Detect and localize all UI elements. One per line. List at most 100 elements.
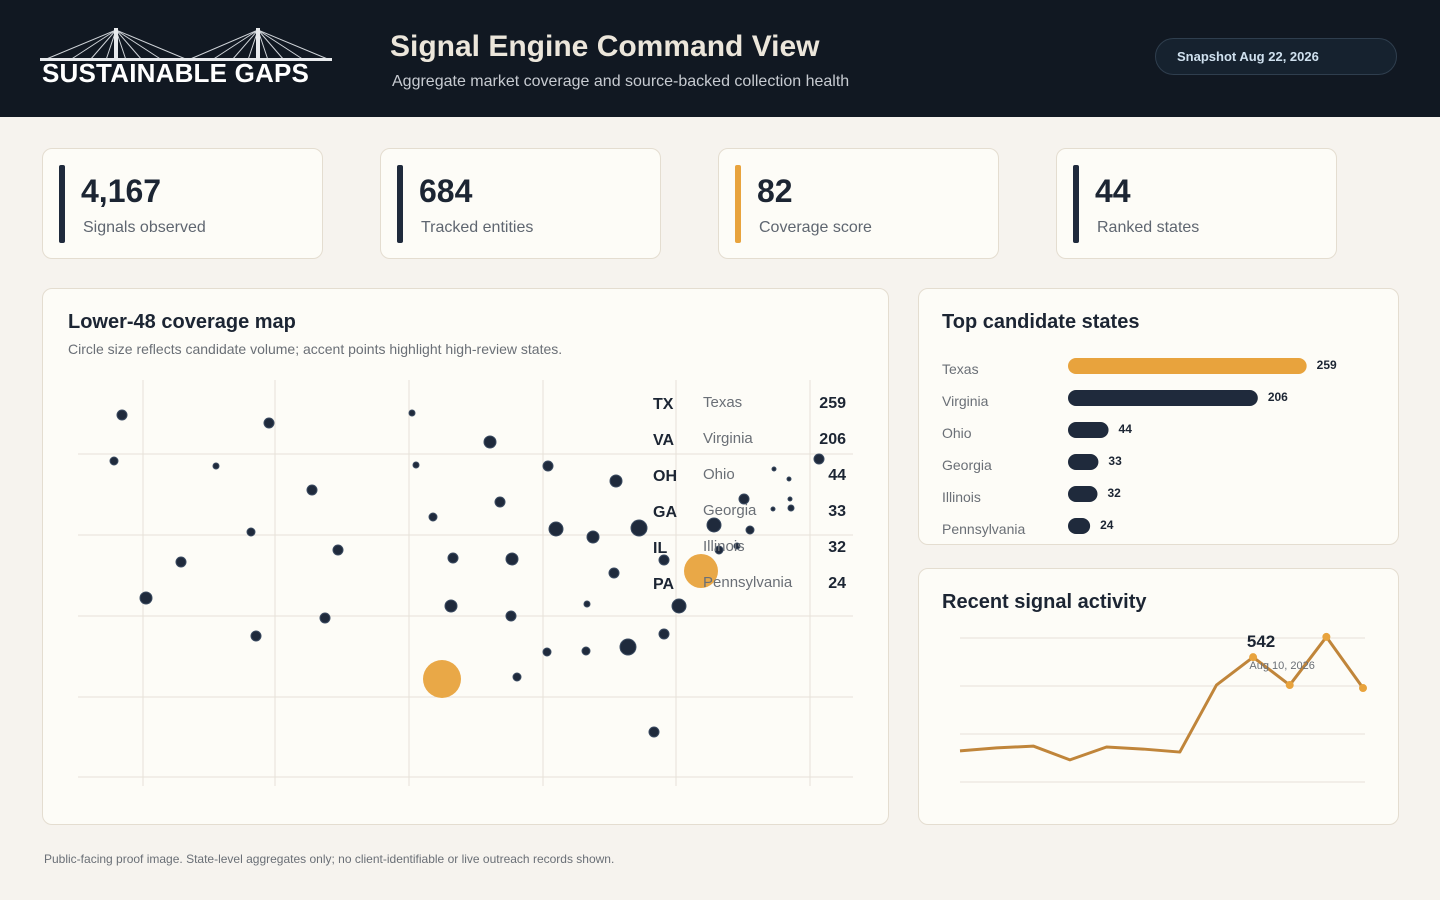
bar-label: Ohio <box>942 425 972 441</box>
bar-label: Pennsylvania <box>942 521 1025 537</box>
map-legend-abbr: OH <box>653 468 677 485</box>
kpi-value: 44 <box>1095 173 1131 209</box>
kpi-label: Tracked entities <box>421 219 534 236</box>
bar-label: Georgia <box>942 457 992 473</box>
map-point <box>139 591 153 605</box>
bar-value: 32 <box>1107 486 1121 500</box>
map-legend-value: 33 <box>828 503 846 520</box>
map-point <box>512 672 522 682</box>
map-point <box>483 435 497 449</box>
map-point <box>447 552 459 564</box>
page-title: Signal Engine Command View <box>390 30 820 63</box>
top-states-panel: Top candidate states <box>918 288 1399 545</box>
kpi-label: Signals observed <box>83 219 206 236</box>
map-legend-value: 32 <box>828 539 846 556</box>
map-point <box>175 556 187 568</box>
map-point <box>412 461 420 469</box>
annotation-value: 542 <box>1247 632 1275 651</box>
map-title: Lower-48 coverage map <box>68 311 296 333</box>
logo-text: SUSTAINABLE GAPS <box>42 58 310 88</box>
map-point <box>813 453 825 465</box>
map-point <box>770 506 776 512</box>
map-point <box>505 552 519 566</box>
map-legend-value: 24 <box>828 575 846 592</box>
bar-value: 206 <box>1268 390 1288 404</box>
activity-point <box>1249 653 1258 662</box>
bar-label: Illinois <box>942 489 981 505</box>
map-point <box>630 519 648 537</box>
map-point <box>116 409 128 421</box>
kpi-label: Coverage score <box>759 219 872 236</box>
map-point <box>505 610 517 622</box>
map-point <box>548 521 564 537</box>
map-point <box>745 525 755 535</box>
bar <box>1068 454 1099 470</box>
activity-line <box>959 635 1365 762</box>
kpi-card: 82 Coverage score <box>718 148 999 259</box>
annotation-date: Aug 10, 2026 <box>1249 660 1314 672</box>
kpi-accent <box>397 165 403 243</box>
map-legend-value: 259 <box>819 395 846 412</box>
map-point <box>714 545 724 555</box>
kpi-value: 82 <box>757 173 793 209</box>
map-point <box>658 554 670 566</box>
map-legend-abbr: GA <box>653 504 677 521</box>
map-point <box>408 409 416 417</box>
footer-note: Public-facing proof image. State-level a… <box>44 852 615 866</box>
map-point <box>542 647 552 657</box>
bar-value: 33 <box>1108 454 1122 468</box>
kpi-label: Ranked states <box>1097 219 1200 236</box>
map-legend-abbr: IL <box>653 540 667 557</box>
map-point <box>306 484 318 496</box>
bar <box>1068 358 1307 374</box>
map-legend-value: 44 <box>828 467 846 484</box>
map-point <box>581 646 591 656</box>
bar <box>1068 390 1258 406</box>
map-point <box>109 456 119 466</box>
map-legend-abbr: VA <box>653 432 674 449</box>
map-point <box>542 460 554 472</box>
map-subtitle: Circle size reflects candidate volume; a… <box>68 341 563 357</box>
bar <box>1068 486 1098 502</box>
top-states-title: Top candidate states <box>942 311 1140 333</box>
map-legend-abbr: TX <box>653 396 674 413</box>
kpi-card: 44 Ranked states <box>1056 148 1337 259</box>
bar-label: Texas <box>942 361 979 377</box>
map-point <box>706 517 722 533</box>
map-point <box>771 466 777 472</box>
logo-bridge <box>40 28 332 61</box>
kpi-accent <box>1073 165 1079 243</box>
map-point <box>738 493 750 505</box>
map-legend-name: Texas <box>703 394 742 411</box>
bar-value: 24 <box>1100 518 1114 532</box>
kpi-accent <box>59 165 65 243</box>
activity-point <box>1322 632 1331 641</box>
map-point <box>444 599 458 613</box>
map-legend-name: Georgia <box>703 502 757 519</box>
map-legend-value: 206 <box>819 431 846 448</box>
map-point <box>494 496 506 508</box>
map-point <box>263 417 275 429</box>
snapshot-badge: Snapshot Aug 22, 2026 <box>1155 38 1397 75</box>
map-point <box>212 462 220 470</box>
bar-label: Virginia <box>942 393 989 409</box>
map-legend-name: Illinois <box>703 538 745 555</box>
map-legend-name: Virginia <box>703 430 753 447</box>
bar-value: 44 <box>1119 422 1133 436</box>
bar <box>1068 422 1109 438</box>
activity-point <box>1359 684 1367 693</box>
map-point <box>733 542 741 550</box>
map-point <box>246 527 256 537</box>
kpi-card: 4,167 Signals observed <box>42 148 323 259</box>
map-point <box>428 512 438 522</box>
map-accent-point <box>684 554 718 588</box>
map-accent-point <box>423 660 461 698</box>
map-point <box>319 612 331 624</box>
map-point <box>332 544 344 556</box>
map-point <box>608 567 620 579</box>
map-legend-abbr: PA <box>653 576 674 593</box>
kpi-accent <box>735 165 741 243</box>
map-point <box>583 600 591 608</box>
